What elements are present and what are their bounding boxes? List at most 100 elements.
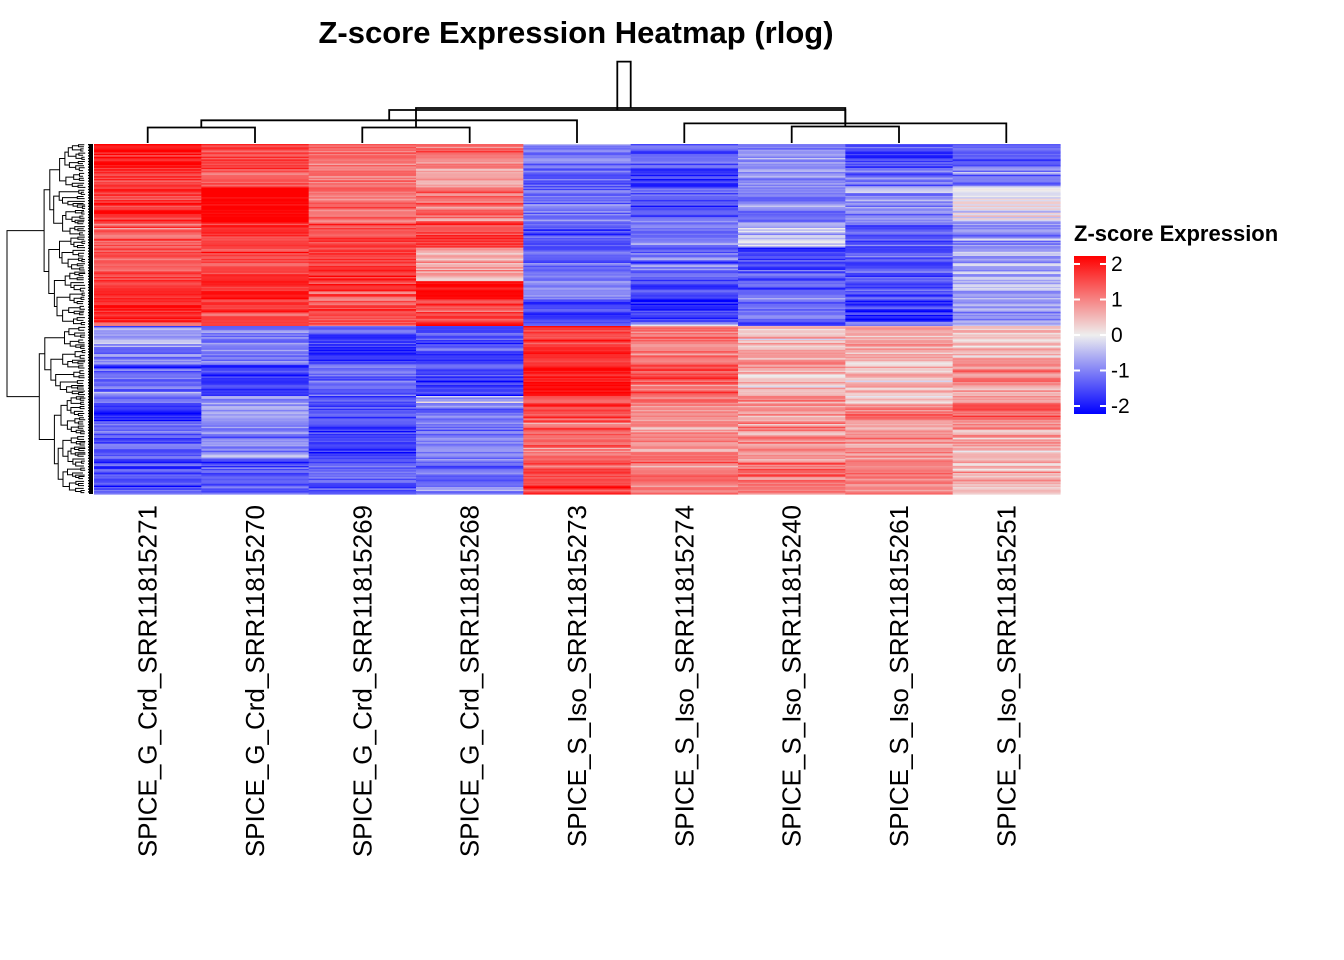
heatmap-cell [845, 464, 954, 467]
heatmap-cell [416, 467, 524, 470]
heatmap-cell [201, 303, 310, 306]
heatmap-cell [630, 183, 739, 186]
heatmap-cell [308, 404, 417, 407]
heatmap-cell [201, 291, 310, 293]
heatmap-cell [845, 347, 954, 349]
heatmap-cell [201, 432, 310, 435]
heatmap-cell [201, 177, 310, 180]
heatmap-cell [308, 256, 417, 258]
heatmap-cell [738, 439, 846, 442]
heatmap-cell [952, 366, 1061, 369]
heatmap-cell [201, 288, 310, 291]
heatmap-cell [308, 436, 417, 439]
heatmap-cell [630, 239, 739, 242]
heatmap-cell [952, 484, 1061, 487]
heatmap-cell [630, 454, 739, 457]
row-dendrogram-link [79, 305, 85, 310]
heatmap-cell [630, 445, 739, 447]
heatmap-cell [416, 265, 524, 268]
heatmap-cell [94, 379, 202, 382]
heatmap-cell [308, 361, 417, 363]
heatmap-cell [416, 394, 524, 397]
heatmap-cell [94, 393, 202, 396]
heatmap-cell [416, 446, 524, 449]
heatmap-cell [94, 474, 202, 477]
heatmap-cell [416, 215, 524, 218]
heatmap-cell [952, 312, 1061, 314]
heatmap-cell [201, 277, 310, 279]
heatmap-cell [416, 303, 524, 306]
heatmap-cell [845, 281, 954, 284]
heatmap-cell [738, 492, 846, 495]
heatmap-cell [630, 281, 739, 284]
heatmap-cell [94, 307, 202, 310]
heatmap-cell [630, 310, 739, 313]
heatmap-cell [630, 191, 739, 194]
heatmap-cell [845, 305, 954, 307]
row-dendrogram-link [68, 328, 79, 336]
heatmap-cell [630, 424, 739, 426]
heatmap-cell [308, 158, 417, 160]
heatmap-cell [523, 230, 632, 233]
heatmap-cell [308, 250, 417, 253]
heatmap-cell [94, 296, 202, 299]
row-dendrogram-link [77, 436, 85, 440]
heatmap-cell [523, 225, 632, 228]
heatmap-cell [416, 239, 524, 242]
heatmap-cell [94, 277, 202, 279]
heatmap-cell [94, 218, 202, 221]
heatmap-cell [738, 368, 846, 370]
heatmap-cell [845, 226, 954, 229]
heatmap-cell [738, 359, 846, 362]
column-labels: SPICE_G_Crd_SRR11815271 SPICE_G_Crd_SRR11… [133, 505, 1022, 857]
heatmap-cell [845, 412, 954, 415]
heatmap-cell [308, 424, 417, 426]
heatmap-cell [416, 432, 524, 435]
heatmap-cell [201, 160, 310, 163]
heatmap-cell [416, 302, 524, 305]
heatmap-cell [308, 205, 417, 208]
heatmap-cell [416, 165, 524, 167]
heatmap-cell [630, 464, 739, 467]
heatmap-cell [308, 302, 417, 305]
heatmap-cell [952, 146, 1061, 149]
heatmap-cell [94, 169, 202, 172]
heatmap-cell [630, 219, 739, 222]
heatmap-cell [94, 466, 202, 468]
heatmap-cell [523, 174, 632, 177]
heatmap-cell [416, 254, 524, 257]
heatmap-cell [94, 221, 202, 223]
heatmap-cell [952, 289, 1061, 292]
heatmap-cell [416, 372, 524, 375]
heatmap-cell [845, 366, 954, 369]
heatmap-cell [308, 201, 417, 204]
heatmap-cell [952, 377, 1061, 380]
heatmap-cell [845, 310, 954, 313]
heatmap-cell [738, 156, 846, 159]
heatmap-cell [738, 407, 846, 410]
heatmap-cell [738, 429, 846, 432]
legend-tick-label: 1 [1111, 289, 1123, 312]
heatmap-cell [630, 433, 739, 436]
heatmap-cell [845, 456, 954, 459]
heatmap-cell [201, 408, 310, 411]
heatmap-cell [952, 151, 1061, 153]
heatmap-cell [845, 460, 954, 463]
column-label: SPICE_S_Iso_SRR11815261 [884, 505, 914, 847]
heatmap-cell [94, 239, 202, 242]
heatmap-cell [952, 396, 1061, 398]
heatmap-cell [308, 165, 417, 167]
heatmap-cell [845, 363, 954, 366]
heatmap-cell [952, 158, 1061, 160]
heatmap-cell [94, 194, 202, 197]
heatmap-cell [94, 347, 202, 349]
heatmap-cell [94, 330, 202, 333]
heatmap-cell [308, 254, 417, 257]
heatmap-cell [523, 172, 632, 174]
heatmap-cell [952, 432, 1061, 435]
heatmap-cell [845, 183, 954, 186]
heatmap-cell [952, 391, 1061, 394]
heatmap-cell [308, 481, 417, 484]
heatmap-cell [201, 239, 310, 242]
heatmap-cell [201, 460, 310, 463]
